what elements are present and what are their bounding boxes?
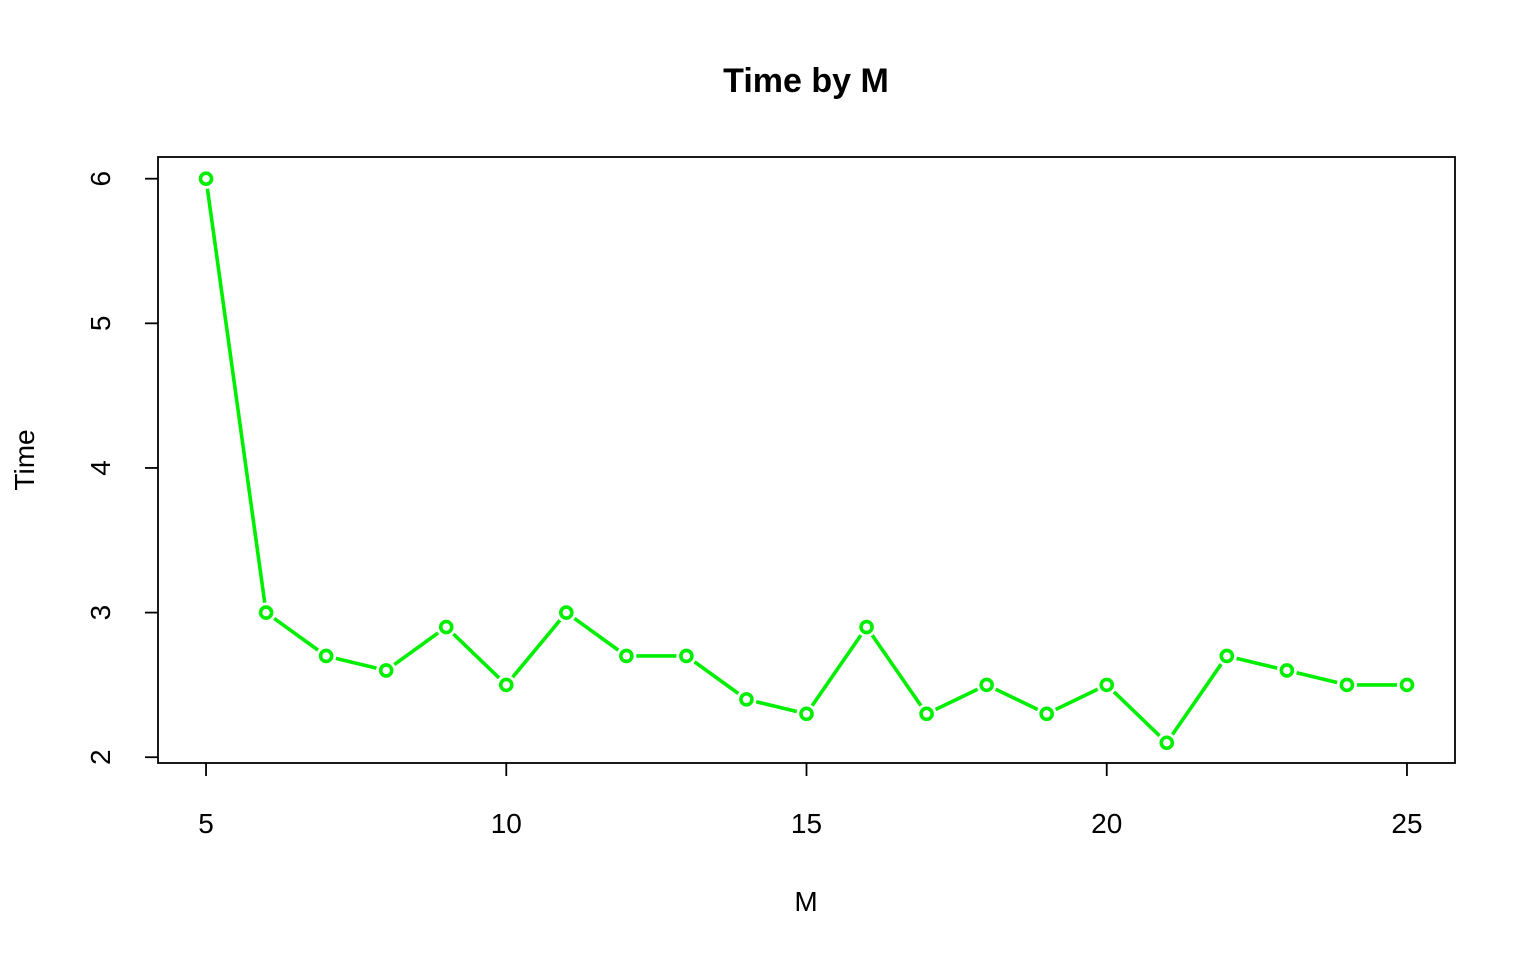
y-axis: 2 3 4 5 6 bbox=[85, 171, 158, 765]
series-line-segment bbox=[1170, 663, 1223, 736]
x-tick-label: 20 bbox=[1091, 808, 1122, 839]
data-point bbox=[979, 677, 994, 693]
x-tick-label: 10 bbox=[491, 808, 522, 839]
y-tick-label: 3 bbox=[85, 605, 116, 621]
plot-frame bbox=[157, 156, 1456, 764]
data-point bbox=[919, 706, 934, 722]
data-point bbox=[739, 692, 754, 707]
y-tick-label: 5 bbox=[85, 316, 116, 332]
data-point bbox=[559, 605, 574, 620]
y-tick-label: 2 bbox=[85, 749, 116, 765]
x-tick-label: 5 bbox=[198, 808, 214, 839]
series-line-segment bbox=[693, 660, 740, 695]
data-point bbox=[1039, 706, 1054, 722]
series-line-segment bbox=[393, 631, 440, 667]
data-point bbox=[1159, 735, 1175, 751]
data-point bbox=[258, 605, 274, 620]
data-point bbox=[498, 677, 514, 693]
series-line-segment bbox=[511, 619, 562, 679]
series-line-segment bbox=[934, 687, 979, 712]
data-point bbox=[378, 663, 394, 678]
series-layer bbox=[198, 171, 1415, 751]
data-point bbox=[198, 171, 214, 186]
series-line-segment bbox=[870, 634, 923, 707]
x-axis: 5 10 15 20 25 bbox=[198, 763, 1423, 839]
series-line-segment bbox=[273, 616, 320, 652]
series-line-segment bbox=[335, 656, 377, 670]
data-point bbox=[1279, 663, 1295, 678]
data-point bbox=[859, 619, 874, 635]
data-point bbox=[1399, 677, 1415, 693]
data-point bbox=[619, 648, 634, 664]
series-line-segment bbox=[1236, 656, 1278, 670]
series-line-segment bbox=[452, 632, 501, 680]
y-tick-label: 4 bbox=[85, 460, 116, 476]
x-axis-label: M bbox=[794, 886, 817, 917]
series-line-segment bbox=[573, 616, 620, 652]
series-line-segment bbox=[810, 634, 863, 707]
series-line-segment bbox=[755, 699, 798, 714]
chart-title: Time by M bbox=[723, 62, 889, 100]
series-line-segment bbox=[1296, 671, 1338, 685]
series-line-segment bbox=[1112, 690, 1161, 738]
data-point bbox=[318, 648, 334, 664]
series-line-segment bbox=[205, 188, 267, 603]
data-point bbox=[1099, 677, 1115, 693]
x-tick-label: 15 bbox=[791, 808, 822, 839]
x-tick-label: 25 bbox=[1391, 808, 1422, 839]
series-line-segment bbox=[1054, 687, 1099, 712]
data-point bbox=[799, 706, 814, 722]
data-point bbox=[1339, 677, 1355, 693]
series-line-segment bbox=[994, 687, 1039, 712]
data-point bbox=[438, 619, 454, 635]
data-point bbox=[1219, 648, 1235, 664]
y-tick-label: 6 bbox=[85, 171, 116, 187]
data-point bbox=[679, 648, 694, 664]
y-axis-label: Time bbox=[9, 429, 40, 490]
